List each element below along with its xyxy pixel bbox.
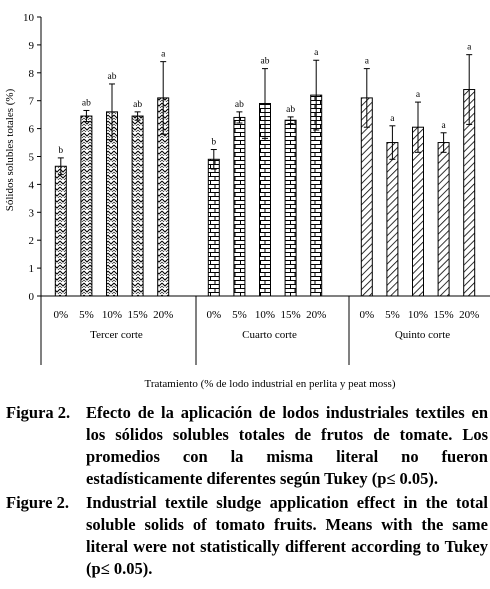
- bar: [386, 142, 399, 297]
- significance-letter: a: [416, 90, 421, 100]
- y-tick-label: 9: [29, 40, 35, 52]
- x-category-label: 0%: [206, 309, 221, 321]
- significance-letter: b: [211, 138, 216, 148]
- y-tick-label: 4: [29, 179, 35, 191]
- y-axis: 0 1 2 3 4 5 6 7 8 9 10: [23, 12, 42, 303]
- bar: [131, 115, 144, 297]
- x-axis-title: Tratamiento (% de lodo industrial en per…: [144, 378, 395, 390]
- bar: [54, 165, 67, 297]
- caption-spanish: Figura 2. Efecto de la aplicación de lod…: [6, 402, 488, 490]
- x-category-label: 15%: [434, 309, 454, 321]
- significance-letter: a: [441, 121, 446, 131]
- group-label: Tercer corte: [90, 329, 143, 341]
- significance-letter: a: [314, 48, 319, 58]
- x-category-label: 10%: [255, 309, 275, 321]
- x-category-label: 20%: [459, 309, 479, 321]
- significance-letter: b: [58, 146, 63, 156]
- x-category-label: 15%: [128, 309, 148, 321]
- group-label: Quinto corte: [395, 329, 450, 341]
- y-tick-label: 0: [29, 291, 35, 303]
- y-tick-label: 2: [29, 235, 35, 247]
- x-category-label: 5%: [385, 309, 400, 321]
- y-tick-label: 5: [29, 152, 35, 164]
- significance-letter: ab: [286, 105, 295, 115]
- significance-letter: ab: [261, 57, 270, 67]
- plot-area: b 0% ab 5% ab 10% ab 15% a 20% Tercer corte b 0% ab 5%…: [53, 43, 479, 341]
- x-category-label: 0%: [53, 309, 68, 321]
- x-category-label: 5%: [232, 309, 247, 321]
- bar: [207, 158, 220, 297]
- y-tick-label: 6: [29, 124, 35, 136]
- x-axis: [40, 295, 490, 365]
- significance-letter: ab: [82, 98, 91, 108]
- y-tick-label: 8: [29, 68, 35, 80]
- y-tick-label: 1: [29, 263, 35, 275]
- significance-letter: ab: [108, 72, 117, 82]
- y-tick-label: 7: [29, 96, 35, 108]
- significance-letter: ab: [133, 100, 142, 110]
- y-tick-label: 3: [29, 207, 35, 219]
- significance-letter: a: [467, 43, 472, 53]
- caption-text: Industrial textile sludge application ef…: [86, 493, 488, 578]
- caption-text: Efecto de la aplicación de lodos industr…: [86, 403, 488, 488]
- x-category-label: 0%: [359, 309, 374, 321]
- group-label: Cuarto corte: [242, 329, 297, 341]
- y-tick-label: 10: [23, 12, 35, 24]
- significance-letter: a: [161, 50, 166, 60]
- significance-letter: ab: [235, 100, 244, 110]
- bar: [80, 115, 93, 297]
- bar: [284, 119, 297, 297]
- significance-letter: a: [365, 57, 370, 67]
- x-category-label: 10%: [102, 309, 122, 321]
- bar: [437, 142, 450, 297]
- bar-chart: Sólidos solubles totales (%) 0 1 2 3 4 5 6 7 8 9 1…: [4, 12, 490, 390]
- bar: [233, 116, 246, 297]
- x-category-label: 5%: [79, 309, 94, 321]
- significance-letter: a: [390, 114, 395, 124]
- x-category-label: 15%: [281, 309, 301, 321]
- x-category-label: 20%: [306, 309, 326, 321]
- y-axis-title: Sólidos solubles totales (%): [4, 88, 16, 211]
- x-category-label: 10%: [408, 309, 428, 321]
- caption-label: Figure 2.: [6, 493, 69, 512]
- x-category-label: 20%: [153, 309, 173, 321]
- caption-label: Figura 2.: [6, 403, 71, 422]
- caption-english: Figure 2. Industrial textile sludge appl…: [6, 492, 488, 580]
